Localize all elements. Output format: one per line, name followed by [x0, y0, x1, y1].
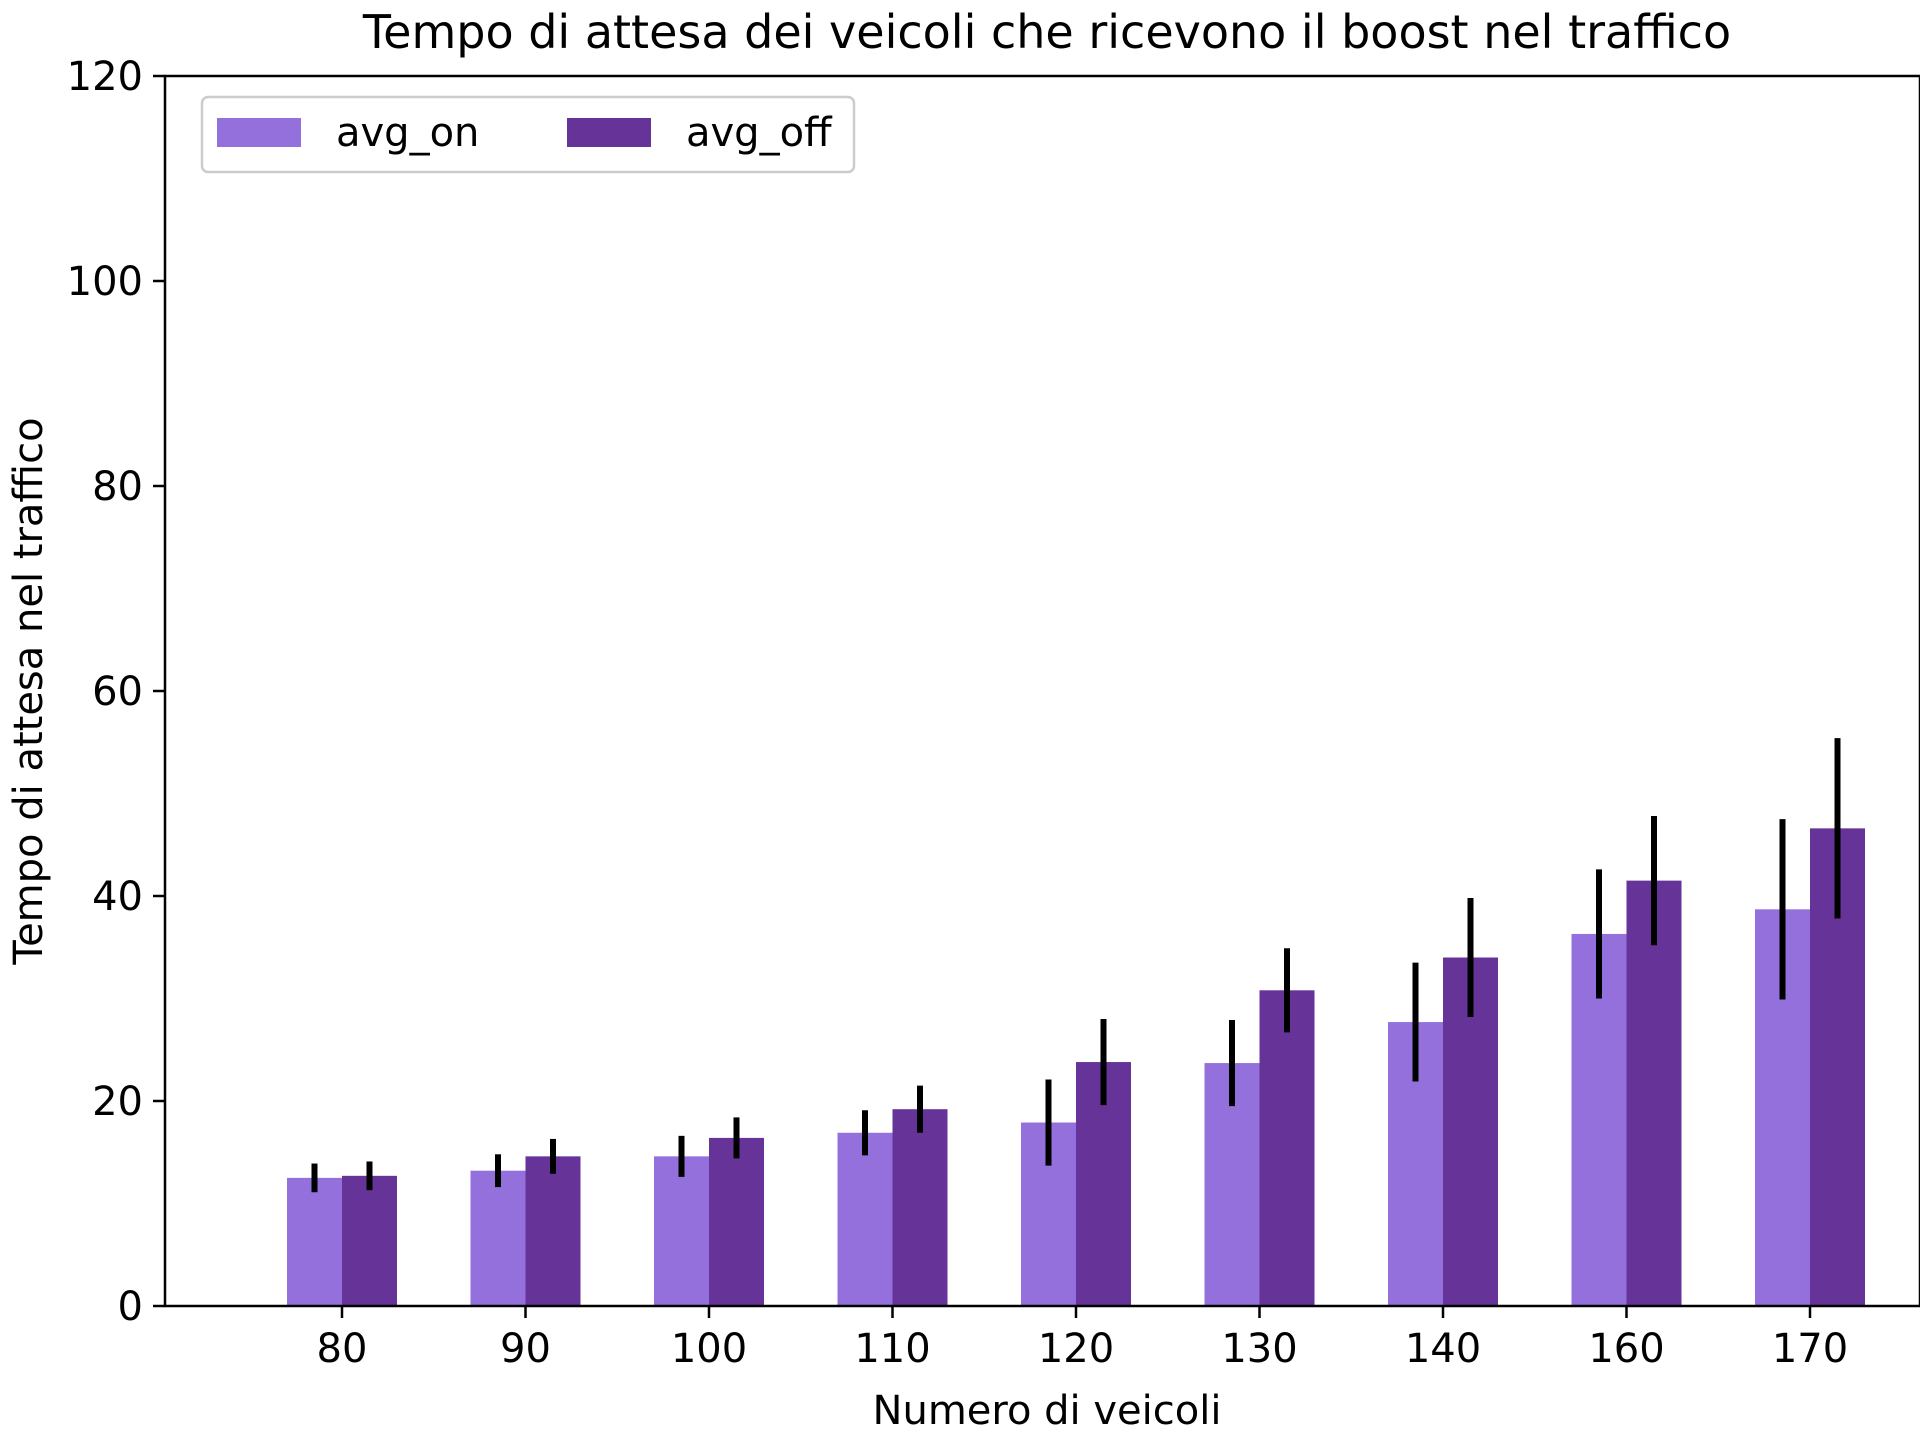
- bar-avg-off-130: [1259, 990, 1315, 1306]
- bar-avg-off-80: [342, 1175, 397, 1306]
- x-tick-label-100: 100: [671, 1326, 747, 1372]
- bar-avg-on-80: [287, 1177, 342, 1306]
- legend-swatch-avg-on: [217, 118, 301, 147]
- bar-avg-on-110: [837, 1132, 893, 1306]
- legend: avg_on avg_off: [200, 95, 856, 174]
- y-tick-label-20: 20: [92, 1079, 143, 1125]
- x-tick-label-130: 130: [1221, 1326, 1297, 1372]
- y-tick-label-0: 0: [118, 1284, 143, 1330]
- x-tick-label-170: 170: [1772, 1326, 1848, 1372]
- bar-avg-off-110: [892, 1109, 948, 1306]
- x-tick-label-110: 110: [854, 1326, 930, 1372]
- bars-layer: [287, 828, 1865, 1306]
- bar-avg-off-90: [525, 1156, 581, 1306]
- x-tick-label-160: 160: [1588, 1326, 1664, 1372]
- error-bars-layer: [311, 738, 1841, 1193]
- chart-title: Tempo di attesa dei veicoli che ricevono…: [362, 5, 1731, 59]
- x-tick-label-90: 90: [500, 1326, 551, 1372]
- x-axis: 80 90 100 110 120 130 140 160 170: [317, 1306, 1848, 1372]
- legend-swatch-avg-off: [567, 118, 651, 147]
- y-axis-title: Tempo di attesa nel traffico: [6, 417, 52, 965]
- x-tick-label-120: 120: [1038, 1326, 1114, 1372]
- y-tick-label-80: 80: [92, 464, 143, 510]
- bar-avg-on-90: [470, 1170, 526, 1306]
- bar-avg-off-160: [1626, 880, 1682, 1306]
- x-tick-label-140: 140: [1405, 1326, 1481, 1372]
- y-tick-label-120: 120: [67, 54, 143, 100]
- x-axis-title: Numero di veicoli: [873, 1388, 1222, 1434]
- legend-frame: [200, 95, 856, 174]
- legend-label-avg-off: avg_off: [686, 110, 833, 156]
- bar-avg-off-100: [709, 1137, 764, 1306]
- y-axis: 0 20 40 60 80 100 120: [67, 54, 165, 1330]
- y-tick-label-40: 40: [92, 874, 143, 920]
- legend-label-avg-on: avg_on: [336, 110, 479, 156]
- bar-avg-on-100: [654, 1156, 709, 1306]
- x-tick-label-80: 80: [317, 1326, 368, 1372]
- y-tick-label-60: 60: [92, 669, 143, 715]
- y-tick-label-100: 100: [67, 259, 143, 305]
